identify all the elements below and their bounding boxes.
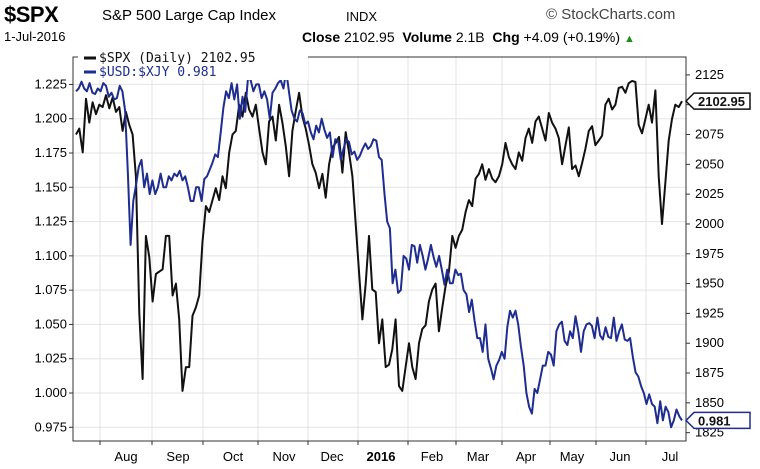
x-tick-label: Apr xyxy=(516,449,537,464)
left-tick-label: 1.175 xyxy=(34,145,67,160)
spx-series-line xyxy=(75,79,683,392)
left-tick-label: 1.225 xyxy=(34,76,67,91)
volume-value: 2.1B xyxy=(455,29,485,45)
chart-legend: $SPX (Daily) 2102.95$USD:$XJY 0.981 xyxy=(78,48,308,80)
right-tick-label: 2125 xyxy=(695,67,724,82)
chart-symbol: $SPX xyxy=(4,2,59,27)
x-tick-label: Sep xyxy=(166,449,189,464)
x-axis: Aug Sep Oct Nov Dec 2016 Feb Mar Apr May Jun Jul xyxy=(99,441,679,464)
x-tick-label: Aug xyxy=(114,449,137,464)
x-tick-label: Jul xyxy=(662,449,679,464)
x-tick-label: 2016 xyxy=(367,449,396,464)
x-tick-label: Mar xyxy=(467,449,490,464)
right-tick-label: 2000 xyxy=(695,216,724,231)
right-axis: 2125210020752050202520001975195019251900… xyxy=(686,67,724,440)
x-tick-label: Oct xyxy=(223,449,244,464)
left-tick-label: 1.075 xyxy=(34,282,67,297)
legend-entry: $SPX (Daily) 2102.95 xyxy=(99,51,256,66)
left-tick-label: 0.975 xyxy=(34,419,67,434)
right-tick-label: 1900 xyxy=(695,335,724,350)
quote-date: 1-Jul-2016 xyxy=(4,29,66,44)
quote-summary: Close 2102.95 Volume 2.1B Chg +4.09 (+0.… xyxy=(302,29,635,45)
left-tick-label: 1.125 xyxy=(34,214,67,229)
last-value-label: 0.981 xyxy=(698,413,731,428)
close-label: Close xyxy=(302,29,341,45)
right-tick-label: 1875 xyxy=(695,365,724,380)
right-tick-label: 1925 xyxy=(695,305,724,320)
right-tick-label: 2050 xyxy=(695,156,724,171)
brand-label: © StockCharts.com xyxy=(546,6,676,23)
right-tick-label: 1975 xyxy=(695,246,724,261)
last-value-label: 2102.95 xyxy=(698,94,745,109)
x-tick-label: Nov xyxy=(272,449,296,464)
left-tick-label: 1.000 xyxy=(34,385,67,400)
x-tick-label: Dec xyxy=(320,449,344,464)
index-name: S&P 500 Large Cap Index xyxy=(102,7,277,24)
legend-entry: $USD:$XJY 0.981 xyxy=(99,65,216,80)
last-value-tags: 2102.95 0.981 xyxy=(684,92,751,430)
right-tick-label: 2025 xyxy=(695,186,724,201)
left-tick-label: 1.025 xyxy=(34,351,67,366)
x-tick-label: Feb xyxy=(421,449,443,464)
last-value-tag xyxy=(684,92,751,110)
left-axis: 1.225 1.200 1.175 1.150 1.125 1.100 1.075 1.050… xyxy=(34,76,73,434)
volume-label: Volume xyxy=(402,29,452,45)
exchange-label: INDX xyxy=(346,9,378,24)
right-tick-label: 2075 xyxy=(695,127,724,142)
left-tick-label: 1.150 xyxy=(34,179,67,194)
close-value: 2102.95 xyxy=(344,29,395,45)
chg-label: Chg xyxy=(492,29,520,45)
x-tick-label: Jun xyxy=(610,449,631,464)
x-tick-label: May xyxy=(560,449,585,464)
usdjpy-series-line xyxy=(75,69,683,429)
plot-frame xyxy=(72,56,687,442)
right-tick-label: 1850 xyxy=(695,395,724,410)
chg-value: +4.09 (+0.19%) xyxy=(523,29,621,45)
legend-background xyxy=(78,48,308,80)
left-tick-label: 1.100 xyxy=(34,248,67,263)
left-tick-label: 1.050 xyxy=(34,316,67,331)
last-value-tag xyxy=(684,411,751,430)
series-group xyxy=(75,69,683,429)
left-tick-label: 1.200 xyxy=(34,111,67,126)
up-arrow-icon: ▲ xyxy=(623,33,635,45)
right-tick-label: 1950 xyxy=(695,276,724,291)
